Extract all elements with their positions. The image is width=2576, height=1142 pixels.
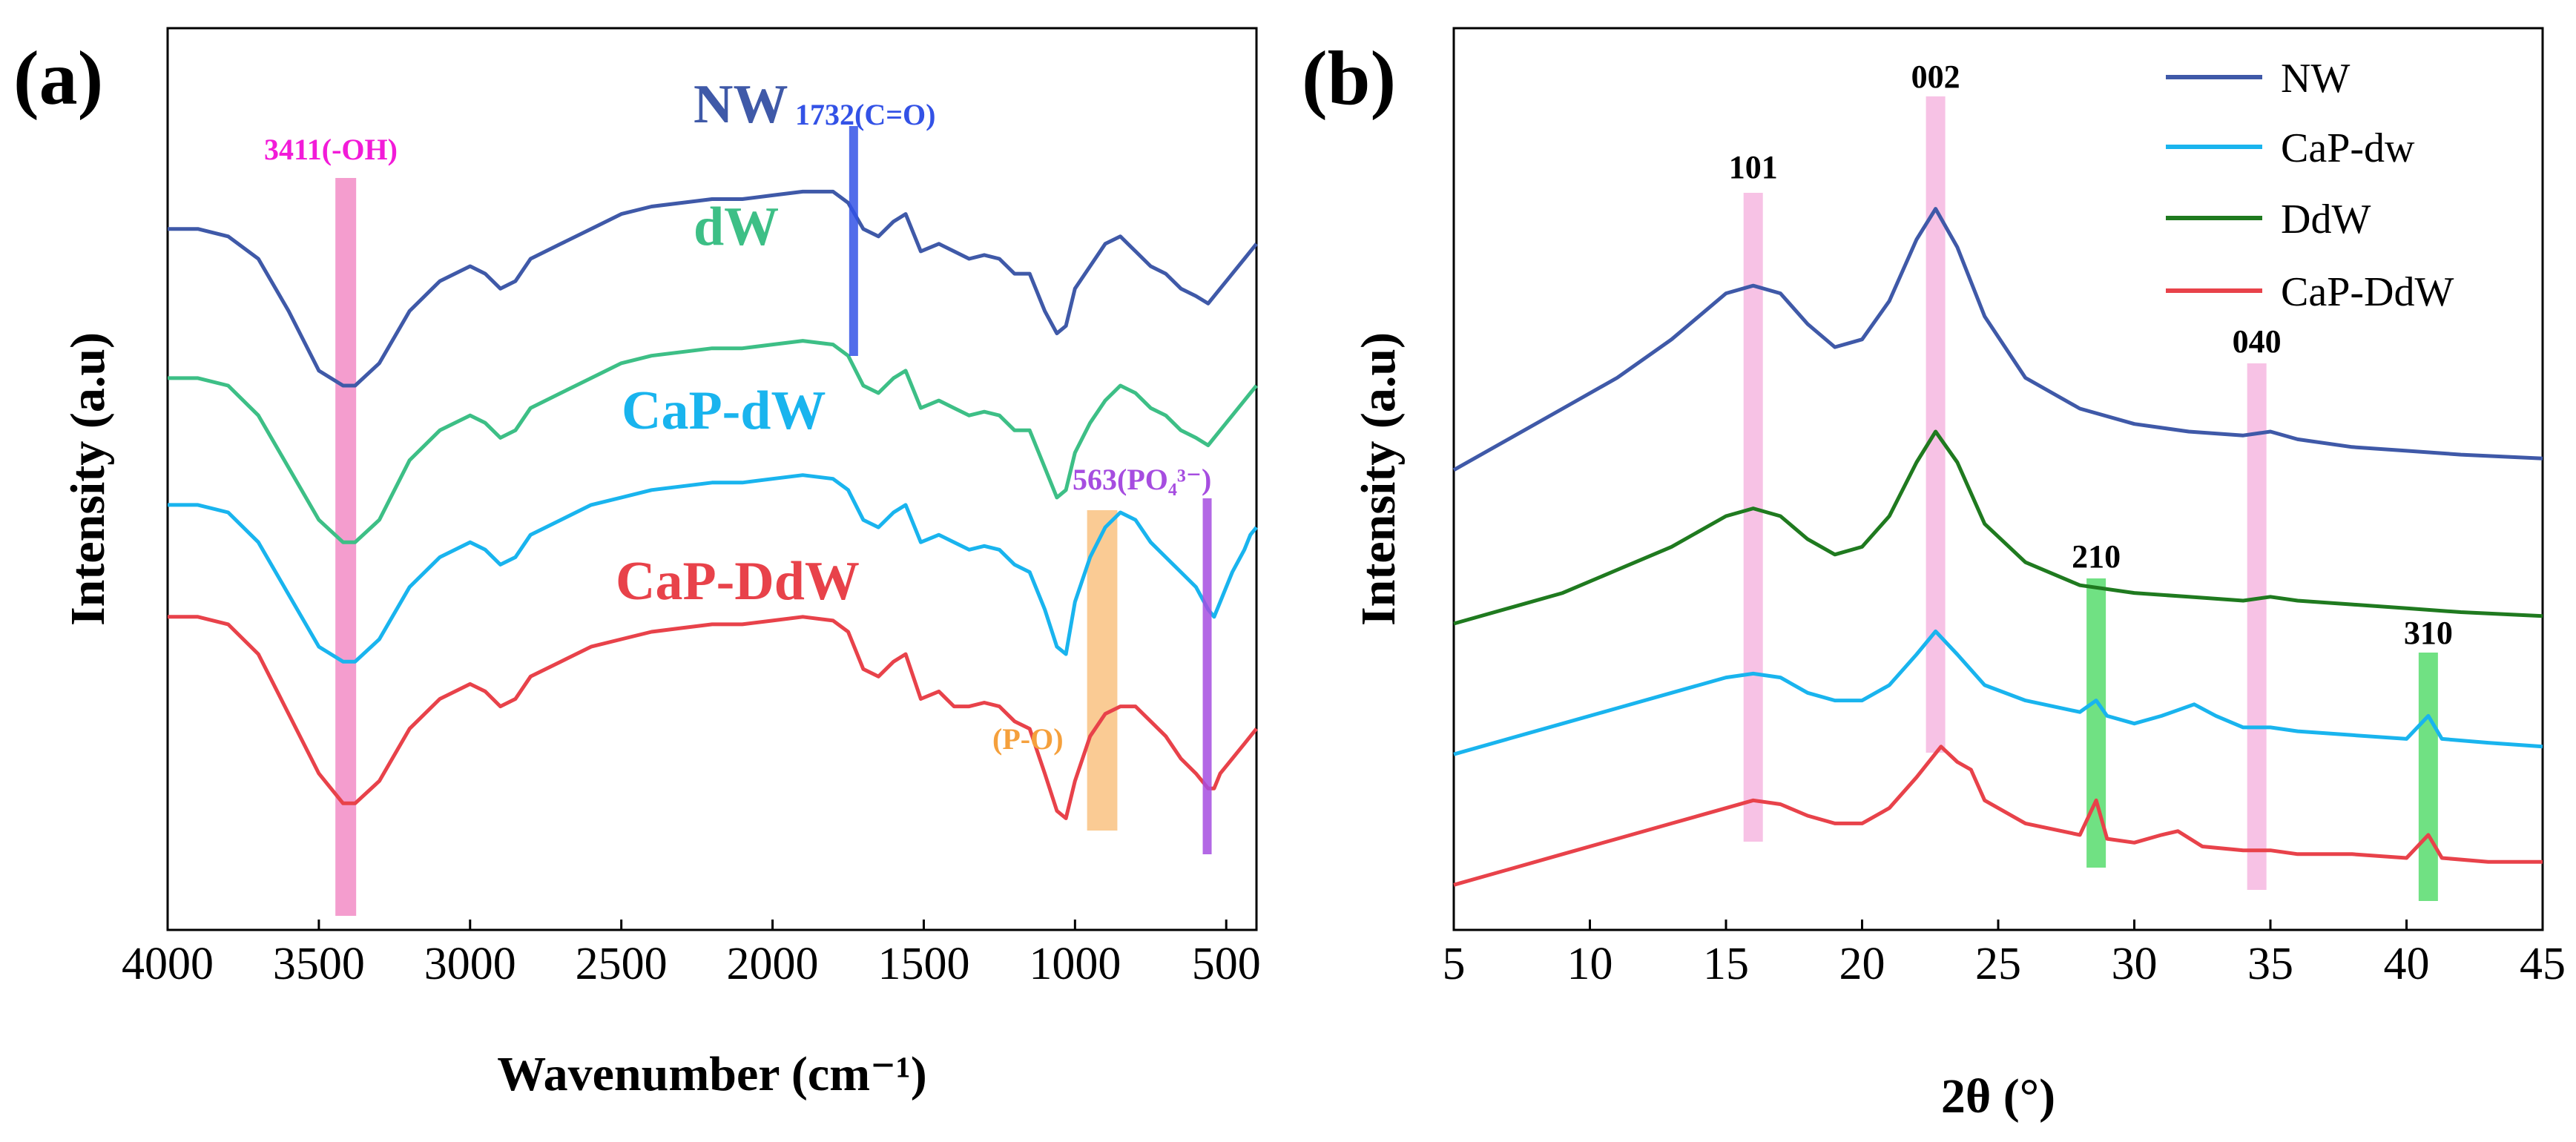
xrd-peak-labels: 101 002 040 210 310 bbox=[1729, 59, 2453, 651]
ftir-plot-frame bbox=[166, 27, 1258, 931]
ftir-x-tick-label: 3000 bbox=[424, 939, 516, 989]
legend-label-nw: NW bbox=[2281, 56, 2350, 102]
xrd-peak-label-101: 101 bbox=[1729, 149, 1778, 185]
xrd-peak-label-002: 002 bbox=[1911, 59, 1960, 95]
xrd-band-002 bbox=[1926, 96, 1946, 753]
ftir-series-line-cap-ddw bbox=[168, 615, 1258, 820]
ftir-series-line-cap-dw bbox=[168, 473, 1258, 664]
ftir-series-label-cap-ddw: CaP-DdW bbox=[616, 551, 860, 612]
panel-a-label: (a) bbox=[13, 36, 103, 121]
ftir-series-label-cap-dw: CaP-dW bbox=[622, 380, 826, 441]
ftir-annotation-co: 1732(C=O) bbox=[795, 98, 935, 131]
xrd-x-tick-label: 20 bbox=[1839, 939, 1885, 989]
ftir-chart: 4000 3500 3000 2500 2000 1500 1000 500 NW dW Ca… bbox=[61, 27, 1261, 1101]
ftir-annotation-po4: 563(PO₄³⁻) bbox=[1073, 463, 1211, 496]
ftir-series-lines bbox=[168, 126, 1258, 854]
xrd-series-line-cap-dw bbox=[1453, 629, 2543, 756]
ftir-x-tick-label: 2000 bbox=[727, 939, 819, 989]
xrd-band-040 bbox=[2247, 363, 2267, 890]
legend-label-ddw: DdW bbox=[2281, 197, 2371, 242]
ftir-x-tick-label: 1500 bbox=[877, 939, 969, 989]
ftir-band-po bbox=[1087, 510, 1118, 831]
xrd-x-tick-label: 10 bbox=[1567, 939, 1613, 989]
xrd-x-tick-label: 45 bbox=[2520, 939, 2566, 989]
xrd-x-tick-label: 35 bbox=[2247, 939, 2293, 989]
ftir-series-line-nw bbox=[168, 189, 1258, 388]
ftir-x-axis-title: Wavenumber (cm⁻¹) bbox=[497, 1047, 927, 1101]
ftir-x-tick-label: 3500 bbox=[273, 939, 365, 989]
legend-label-cap-ddw: CaP-DdW bbox=[2281, 269, 2454, 315]
ftir-x-tick-label: 1000 bbox=[1029, 939, 1121, 989]
panel-b-label: (b) bbox=[1302, 36, 1396, 121]
xrd-x-tick-label: 15 bbox=[1703, 939, 1749, 989]
ftir-x-tick-label: 500 bbox=[1192, 939, 1261, 989]
xrd-x-tick-label: 25 bbox=[1975, 939, 2021, 989]
ftir-marker-po4 bbox=[1202, 498, 1212, 854]
xrd-series-lines bbox=[1452, 207, 2543, 887]
xrd-series-line-ddw bbox=[1453, 429, 2543, 626]
xrd-peak-label-310: 310 bbox=[2404, 615, 2453, 651]
ftir-annotation-po: (P-O) bbox=[992, 722, 1064, 756]
xrd-chart: 101 002 040 210 310 5 10 15 20 25 30 35 40 45 NW CaP… bbox=[1351, 27, 2566, 1123]
ftir-band-oh bbox=[335, 178, 357, 916]
xrd-x-tick-label: 30 bbox=[2112, 939, 2158, 989]
ftir-series-label-nw: NW bbox=[694, 74, 788, 135]
ftir-marker-co bbox=[849, 126, 858, 356]
xrd-series-line-nw bbox=[1452, 207, 2543, 472]
xrd-band-310 bbox=[2418, 653, 2438, 901]
xrd-peak-label-210: 210 bbox=[2072, 538, 2121, 575]
ftir-annotation-oh: 3411(-OH) bbox=[264, 133, 398, 166]
legend-label-cap-dw: CaP-dw bbox=[2281, 125, 2415, 171]
ftir-y-axis-title: Intensity (a.u) bbox=[61, 332, 115, 626]
ftir-x-tick-label: 4000 bbox=[122, 939, 214, 989]
xrd-x-axis-title: 2θ (°) bbox=[1941, 1069, 2055, 1123]
xrd-x-tick-label: 40 bbox=[2384, 939, 2430, 989]
xrd-x-ticks: 5 10 15 20 25 30 35 40 45 bbox=[1443, 920, 2566, 989]
xrd-series-line-cap-ddw bbox=[1453, 745, 2543, 887]
xrd-y-axis-title: Intensity (a.u) bbox=[1351, 332, 1406, 626]
xrd-band-101 bbox=[1743, 193, 1763, 842]
ftir-x-ticks: 4000 3500 3000 2500 2000 1500 1000 500 bbox=[122, 920, 1261, 989]
ftir-series-label-dw: dW bbox=[694, 197, 779, 257]
xrd-peak-label-040: 040 bbox=[2233, 323, 2282, 360]
ftir-series-line-dw bbox=[168, 339, 1258, 544]
ftir-x-tick-label: 2500 bbox=[576, 939, 668, 989]
xrd-bands bbox=[1743, 96, 2438, 901]
xrd-legend: NW CaP-dw DdW CaP-DdW bbox=[2166, 56, 2454, 315]
ftir-bands bbox=[335, 178, 1118, 916]
xrd-x-tick-label: 5 bbox=[1443, 939, 1466, 989]
